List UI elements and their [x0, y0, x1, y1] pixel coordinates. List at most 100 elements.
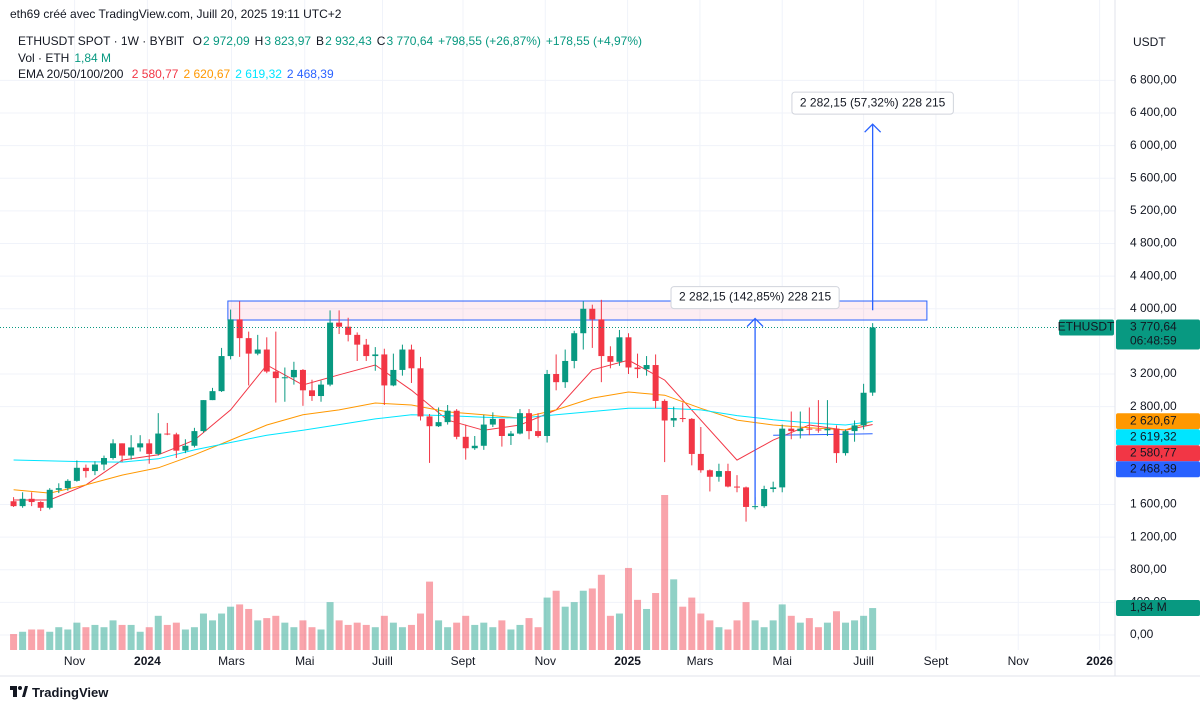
volume-bar — [498, 620, 506, 650]
volume-bar — [281, 622, 289, 650]
x-tick-label: 2024 — [134, 654, 161, 668]
candle-body — [308, 390, 315, 397]
volume-bar — [796, 622, 804, 650]
volume-bar — [688, 597, 696, 650]
candle-body — [227, 319, 234, 357]
x-tick-label: Nov — [1008, 654, 1029, 668]
volume-badge — [1116, 600, 1200, 617]
y-tick-label: 6 800,00 — [1130, 73, 1177, 87]
volume-bar — [163, 624, 171, 650]
candle-body — [679, 418, 686, 420]
volume-bar — [787, 615, 795, 650]
measure-label: 2 282,15 (142,85%) 228 215 — [679, 290, 831, 304]
candle-body — [390, 369, 397, 386]
candle-body — [299, 369, 306, 391]
volume-value: 1,84 M — [74, 51, 112, 65]
ema-badge — [1116, 413, 1200, 430]
measure-label-box — [791, 91, 954, 115]
volume-bar — [534, 627, 542, 650]
candle-body — [788, 428, 795, 432]
volume-bar — [91, 624, 99, 650]
price-badge — [1116, 319, 1200, 350]
volume-bar — [236, 604, 244, 650]
volume-bar — [733, 620, 741, 650]
measure-label-box — [670, 286, 840, 310]
volume-bar — [516, 624, 524, 650]
volume-bar — [154, 615, 162, 650]
volume-bar — [606, 615, 614, 650]
candle-body — [535, 431, 542, 436]
volume-bar — [64, 629, 72, 650]
volume-bar — [227, 606, 235, 650]
volume-bar — [37, 629, 45, 650]
footer: TradingView — [10, 685, 113, 700]
volume-bar — [209, 620, 217, 650]
y-tick-label: 1 600,00 — [1130, 497, 1177, 511]
candle-body — [173, 434, 180, 451]
candle-body — [625, 337, 632, 368]
volume-bar — [570, 602, 578, 650]
measure-label: 2 282,15 (57,32%) 228 215 — [800, 95, 946, 109]
volume-bar — [760, 627, 768, 650]
volume-bar — [335, 620, 343, 650]
volume-bar — [869, 608, 877, 650]
volume-label: Vol · ETH — [18, 51, 70, 65]
y-tick-label: 4 800,00 — [1130, 236, 1177, 250]
candle-body — [498, 418, 505, 436]
volume-bar — [398, 627, 406, 650]
candle-body — [643, 365, 650, 370]
volume-bar — [832, 611, 840, 650]
ema-badge-text: 2 580,77 — [1130, 445, 1177, 459]
volume-bar — [715, 627, 723, 650]
ema-badge-text: 2 620,67 — [1130, 413, 1177, 427]
candle-body — [489, 418, 496, 425]
volume-bar — [860, 615, 868, 650]
volume-bar — [272, 615, 280, 650]
x-tick-label: Nov — [535, 654, 556, 668]
volume-bar — [317, 629, 325, 650]
candle-body — [770, 487, 777, 490]
volume-bar — [724, 629, 732, 650]
volume-bar — [28, 629, 36, 650]
x-tick-label: 2025 — [614, 654, 641, 668]
volume-bar — [55, 627, 63, 650]
candle-body — [824, 428, 831, 431]
candle-body — [734, 486, 741, 488]
candle-body — [553, 374, 560, 383]
volume-bar — [670, 579, 678, 650]
volume-bar — [597, 574, 605, 650]
ohlc-key: B — [316, 34, 325, 48]
candle-body — [399, 349, 406, 370]
candle-body — [833, 428, 840, 454]
candle-body — [516, 413, 523, 434]
volume-bar — [525, 618, 533, 650]
x-tick-label: Nov — [64, 654, 85, 668]
volume-bar — [579, 590, 587, 650]
measure-arrowhead — [864, 123, 882, 133]
ema-value: 2 620,67 — [183, 67, 231, 81]
x-tick-label: 2026 — [1086, 654, 1113, 668]
candle-body — [526, 413, 533, 432]
legend-volume: Vol · ETH 1,84 M — [18, 51, 116, 65]
candle-body — [245, 338, 252, 354]
volume-bar — [299, 620, 307, 650]
ohlc-value: 3 823,97 — [264, 34, 312, 48]
legend-ema: EMA 20/50/100/200 2 580,77 2 620,67 2 619,… — [18, 67, 339, 81]
candle-body — [46, 489, 53, 508]
candle-body — [119, 443, 126, 456]
candle-body — [860, 392, 867, 426]
volume-bar — [561, 606, 569, 650]
y-tick-label: 4 400,00 — [1130, 268, 1177, 282]
candle-body — [444, 410, 451, 423]
candle-body — [363, 344, 370, 357]
ohlc-value: 3 770,64 — [386, 34, 434, 48]
candle-body — [480, 424, 487, 446]
volume-bar — [136, 631, 144, 650]
volume-bar — [624, 567, 632, 650]
candle-body — [670, 418, 677, 421]
candle-body — [263, 349, 270, 372]
candle-body — [507, 433, 514, 436]
volume-bar — [73, 622, 81, 650]
candle-body — [743, 487, 750, 507]
